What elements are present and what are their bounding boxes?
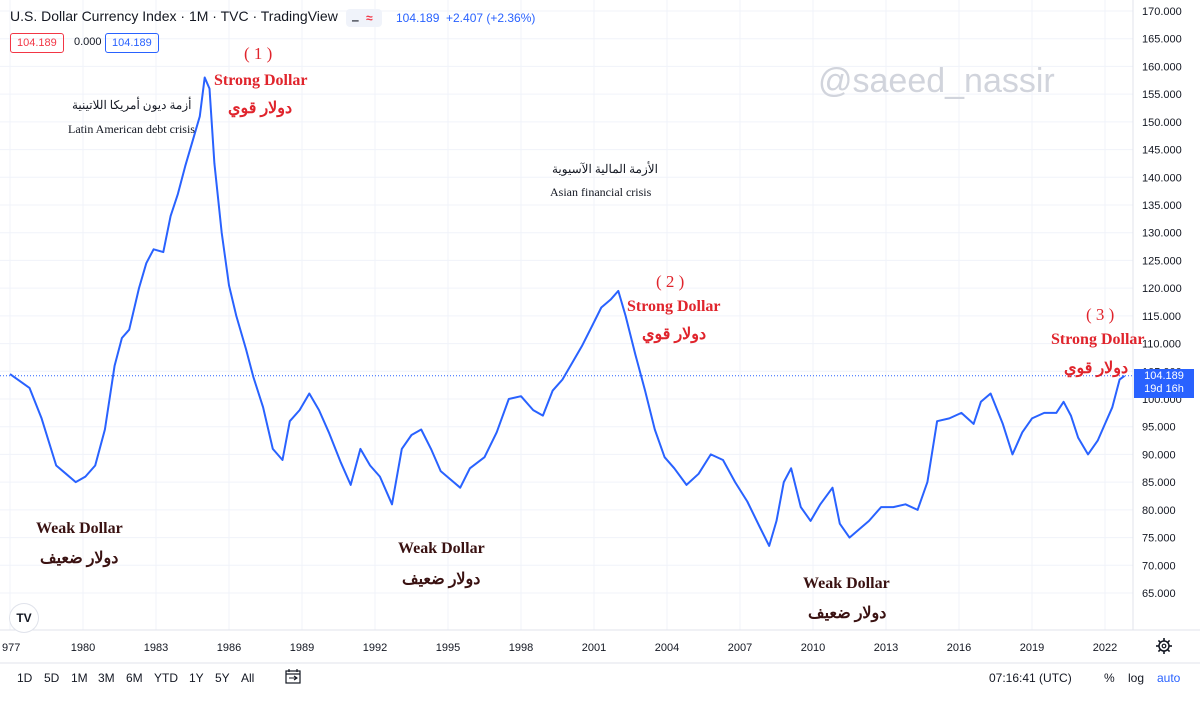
label-weak-2-ar: دولار ضعيف bbox=[402, 571, 481, 588]
tf-6m[interactable]: 6M bbox=[126, 671, 143, 685]
y-tick-label: 125.000 bbox=[1142, 255, 1182, 267]
timeframe-bar: 1D 5D 1M 3M 6M YTD 1Y 5Y All bbox=[0, 664, 1200, 690]
time-axis[interactable]: 977 1980 1983 1986 1989 1992 1995 1998 2001 2004 2… bbox=[2, 642, 1117, 654]
x-tick-label: 1998 bbox=[509, 642, 533, 654]
label-num-1: ( 1 ) bbox=[244, 44, 273, 63]
y-tick-label: 65.000 bbox=[1142, 588, 1176, 600]
last-price-label: 104.189 19d 16h bbox=[1134, 368, 1194, 398]
x-tick-label: 1992 bbox=[363, 642, 387, 654]
bar-countdown: 19d 16h bbox=[1144, 382, 1184, 395]
x-tick-label: 2016 bbox=[947, 642, 971, 654]
y-tick-label: 150.000 bbox=[1142, 117, 1182, 129]
tf-all[interactable]: All bbox=[241, 671, 255, 685]
x-tick-label: 977 bbox=[2, 642, 20, 654]
label-latin-en: Latin American debt crisis bbox=[68, 122, 195, 136]
y-tick-label: 135.000 bbox=[1142, 200, 1182, 212]
y-tick-label: 130.000 bbox=[1142, 228, 1182, 240]
log-scale-toggle[interactable]: log bbox=[1128, 671, 1145, 685]
x-tick-label: 1983 bbox=[144, 642, 168, 654]
ask-price-button[interactable]: 104.189 bbox=[105, 33, 159, 53]
y-tick-label: 170.000 bbox=[1142, 6, 1182, 18]
y-tick-label: 70.000 bbox=[1142, 560, 1176, 572]
y-tick-label: 155.000 bbox=[1142, 89, 1182, 101]
x-tick-label: 1989 bbox=[290, 642, 314, 654]
label-asian-ar: الأزمة المالية الآسيوية bbox=[552, 162, 658, 176]
label-strong-3-en: Strong Dollar bbox=[1051, 331, 1145, 348]
spread-value: 0.000 bbox=[74, 36, 102, 48]
approx-icon: ≈ bbox=[366, 11, 373, 25]
x-tick-label: 2013 bbox=[874, 642, 898, 654]
tf-5d[interactable]: 5D bbox=[44, 671, 60, 685]
chart-style-toggle[interactable]: ‒ ≈ bbox=[346, 9, 382, 27]
percent-scale-toggle[interactable]: % bbox=[1104, 671, 1115, 685]
y-tick-label: 95.000 bbox=[1142, 422, 1176, 434]
label-num-3: ( 3 ) bbox=[1086, 305, 1115, 324]
y-tick-label: 90.000 bbox=[1142, 449, 1176, 461]
tf-1y[interactable]: 1Y bbox=[189, 671, 204, 685]
gear-icon[interactable] bbox=[1156, 638, 1172, 654]
y-tick-label: 115.000 bbox=[1142, 311, 1181, 323]
label-weak-1-en: Weak Dollar bbox=[36, 520, 123, 537]
label-latin-ar: أزمة ديون أمريكا اللاتينية bbox=[72, 98, 192, 112]
label-strong-2-ar: دولار قوي bbox=[642, 326, 707, 343]
tf-1m[interactable]: 1M bbox=[71, 671, 88, 685]
x-tick-label: 2019 bbox=[1020, 642, 1044, 654]
tradingview-logo-icon[interactable]: TV bbox=[10, 604, 38, 632]
utc-clock[interactable]: 07:16:41 (UTC) bbox=[989, 671, 1072, 685]
label-weak-3-en: Weak Dollar bbox=[803, 575, 890, 592]
tf-1d[interactable]: 1D bbox=[17, 671, 33, 685]
label-num-2: ( 2 ) bbox=[656, 272, 685, 291]
label-weak-1-ar: دولار ضعيف bbox=[40, 550, 119, 567]
y-tick-label: 165.000 bbox=[1142, 34, 1182, 46]
x-tick-label: 1986 bbox=[217, 642, 241, 654]
label-asian-en: Asian financial crisis bbox=[550, 185, 652, 199]
line-style-icon: ‒ bbox=[352, 13, 359, 27]
y-tick-label: 145.000 bbox=[1142, 145, 1182, 157]
label-strong-1-ar: دولار قوي bbox=[228, 100, 293, 117]
symbol-title[interactable]: U.S. Dollar Currency Index · 1M · TVC · … bbox=[10, 8, 338, 24]
last-price-value: 104.189 bbox=[1144, 369, 1184, 382]
watermark: @saeed_nassir bbox=[818, 62, 1055, 100]
x-tick-label: 2007 bbox=[728, 642, 752, 654]
x-tick-label: 2001 bbox=[582, 642, 606, 654]
tf-ytd[interactable]: YTD bbox=[154, 671, 178, 685]
x-tick-label: 1995 bbox=[436, 642, 460, 654]
tf-3m[interactable]: 3M bbox=[98, 671, 115, 685]
x-tick-label: 2004 bbox=[655, 642, 679, 654]
auto-scale-toggle[interactable]: auto bbox=[1157, 671, 1181, 685]
y-tick-label: 160.000 bbox=[1142, 61, 1182, 73]
y-tick-label: 110.000 bbox=[1142, 339, 1181, 351]
y-tick-label: 75.000 bbox=[1142, 533, 1176, 545]
label-weak-3-ar: دولار ضعيف bbox=[808, 605, 887, 622]
x-tick-label: 1980 bbox=[71, 642, 95, 654]
header-change: +2.407 (+2.36%) bbox=[446, 11, 536, 25]
label-weak-2-en: Weak Dollar bbox=[398, 540, 485, 557]
label-strong-2-en: Strong Dollar bbox=[627, 298, 721, 315]
x-tick-label: 2010 bbox=[801, 642, 825, 654]
tf-5y[interactable]: 5Y bbox=[215, 671, 230, 685]
price-series-line bbox=[9, 76, 1126, 547]
price-axis[interactable]: 170.000 165.000 160.000 155.000 150.000 145.0… bbox=[1142, 6, 1182, 600]
header-last-price: 104.189 bbox=[396, 11, 440, 25]
y-tick-label: 140.000 bbox=[1142, 172, 1182, 184]
y-tick-label: 120.000 bbox=[1142, 283, 1182, 295]
x-tick-label: 2022 bbox=[1093, 642, 1117, 654]
bid-price-button[interactable]: 104.189 bbox=[10, 33, 64, 53]
y-tick-label: 85.000 bbox=[1142, 477, 1176, 489]
y-tick-label: 80.000 bbox=[1142, 505, 1176, 517]
calendar-range-icon[interactable] bbox=[285, 669, 301, 684]
label-strong-1-en: Strong Dollar bbox=[214, 72, 308, 89]
label-strong-3-ar: دولار قوي bbox=[1064, 360, 1129, 377]
